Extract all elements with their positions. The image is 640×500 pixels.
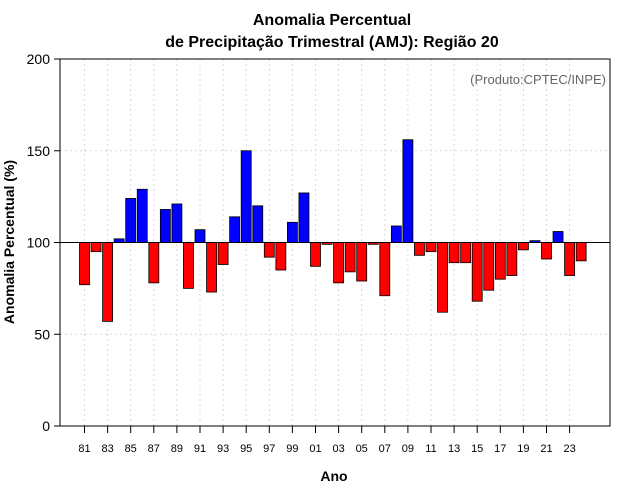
x-tick-label: 81 [78,443,90,455]
bar-03 [333,242,345,284]
y-axis-label: Anomalia Percentual (%) [1,160,17,324]
bar-19 [518,242,529,251]
x-tick-label: 21 [540,443,552,455]
bar-85 [125,198,137,243]
bar-90 [183,242,194,289]
bar-14 [460,242,472,264]
x-tick-label: 19 [517,443,529,455]
x-tick-label: 07 [379,443,391,455]
bar-15 [471,242,483,302]
bar-18 [506,242,518,276]
y-axis-ticks: 0 50 100 150 200 [27,51,60,434]
bar-81 [79,242,90,286]
bar-08 [390,225,402,243]
bar-16 [483,242,495,291]
bar-87 [148,242,160,284]
bar-86 [136,188,148,243]
grid-lines [60,59,610,426]
bar-98 [275,242,287,271]
x-tick-label: 91 [194,443,206,455]
bar-92 [206,242,217,293]
x-tick-label: 93 [217,443,229,455]
bar-09 [402,139,414,243]
bar-88 [159,209,171,243]
bar-07 [379,242,391,297]
x-tick-label: 83 [101,443,113,455]
bar-94 [229,216,241,243]
x-tick-label: 03 [332,443,344,455]
bar-93 [217,242,229,265]
x-tick-label: 11 [425,443,436,455]
x-tick-label: 99 [286,443,298,455]
y-tick-label: 50 [34,326,50,342]
bar-12 [437,242,448,313]
bar-23 [564,242,575,276]
bar-13 [448,242,460,264]
x-tick-label: 85 [125,443,137,455]
bar-04 [344,242,356,273]
bar-10 [414,242,425,256]
y-tick-label: 100 [27,235,51,251]
chart-title-line1: Anomalia Percentual [253,12,411,29]
x-axis-label: Ano [320,468,347,484]
x-tick-label: 23 [563,443,575,455]
bar-17 [494,242,506,280]
y-tick-label: 150 [27,143,51,159]
y-tick-label: 200 [27,51,51,67]
x-tick-label: 09 [402,443,414,455]
bar-24 [575,242,587,262]
bar-21 [541,242,552,260]
x-tick-label: 95 [240,443,252,455]
y-tick-label: 0 [42,418,50,434]
chart-title-line2: de Precipitação Trimestral (AMJ): Região… [165,34,499,51]
x-tick-label: 97 [263,443,275,455]
bar-99 [286,221,298,243]
bar-82 [90,242,102,253]
x-tick-label: 01 [309,443,321,455]
product-credit: (Produto:CPTEC/INPE) [470,72,606,87]
bar-89 [171,203,183,243]
bar-11 [425,242,437,253]
bar-05 [356,242,368,282]
bar-97 [263,242,275,258]
x-tick-label: 17 [494,443,506,455]
bar-91 [194,229,206,243]
bar-95 [240,150,252,243]
bar-00 [298,192,310,243]
x-axis-ticks: 81 83 85 87 89 91 93 95 97 99 01 03 05 07 09 11 13 15 17 19… [78,426,576,455]
bar-01 [310,242,321,267]
bar-96 [252,205,264,243]
x-tick-label: 15 [471,443,483,455]
x-tick-label: 05 [356,443,368,455]
x-tick-label: 89 [171,443,183,455]
bar-83 [102,242,113,322]
bars [79,139,587,322]
x-tick-label: 87 [148,443,160,455]
bar-84 [113,238,125,243]
bar-22 [552,231,564,243]
x-tick-label: 13 [448,443,460,455]
